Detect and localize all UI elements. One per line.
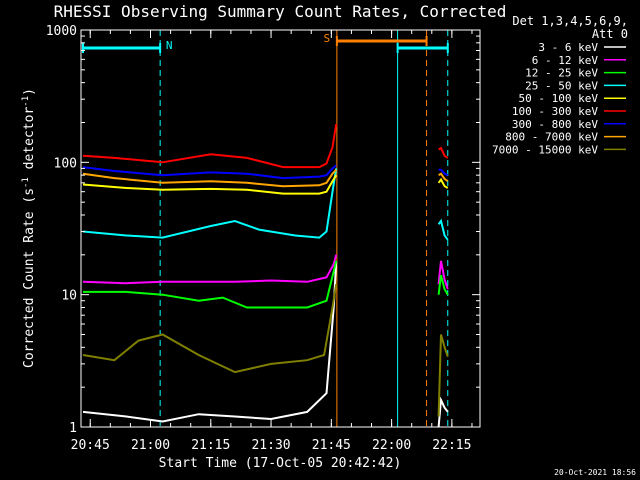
legend-header-line-1: Det 1,3,4,5,6,9,: [512, 14, 628, 28]
y-tick-label: 100: [54, 156, 77, 171]
x-tick-label: 22:00: [372, 438, 411, 453]
series-line: [82, 260, 449, 428]
series-line: [82, 284, 449, 417]
x-tick-label: 21:45: [312, 438, 351, 453]
y-tick-label: 1: [69, 421, 77, 436]
footer-timestamp: 20-Oct-2021 18:56: [554, 468, 636, 477]
x-tick-label: 22:15: [432, 438, 471, 453]
legend-item-label: 6 - 12 keV: [532, 54, 599, 67]
series-line: [82, 168, 449, 241]
legend-item-label: 800 - 7000 keV: [505, 131, 598, 144]
x-tick-label: 21:15: [191, 438, 230, 453]
legend-item-label: 3 - 6 keV: [538, 41, 598, 54]
legend-item-label: 50 - 100 keV: [519, 92, 599, 105]
x-tick-label: 20:45: [71, 438, 110, 453]
series-line: [83, 260, 449, 309]
y-tick-label: 1000: [46, 24, 77, 39]
plot-area: NS: [82, 30, 449, 428]
legend-item-label: 300 - 800 keV: [512, 118, 598, 131]
y-axis-label: Corrected Count Rate (s-1 detector-1): [21, 88, 37, 368]
legend-item-label: 25 - 50 keV: [525, 79, 598, 92]
chart-title: RHESSI Observing Summary Count Rates, Co…: [54, 2, 507, 21]
series-line: [82, 169, 449, 188]
plot-frame: [80, 29, 481, 428]
series-line: [82, 123, 449, 169]
legend-item-label: 7000 - 15000 keV: [492, 143, 598, 156]
legend-item-label: 12 - 25 keV: [525, 67, 598, 80]
legend-item-label: 100 - 300 keV: [512, 105, 598, 118]
x-tick-label: 21:30: [251, 438, 290, 453]
interval-label: S: [324, 32, 331, 45]
x-tick-label: 21:00: [131, 438, 170, 453]
interval-label: N: [166, 39, 173, 52]
series-line: [82, 254, 449, 290]
x-axis-label: Start Time (17-Oct-05 20:42:42): [159, 456, 402, 471]
legend-header-line-2: Att 0: [592, 27, 628, 41]
y-tick-label: 10: [61, 289, 77, 304]
series-line: [82, 174, 449, 195]
series-line: [82, 164, 449, 180]
